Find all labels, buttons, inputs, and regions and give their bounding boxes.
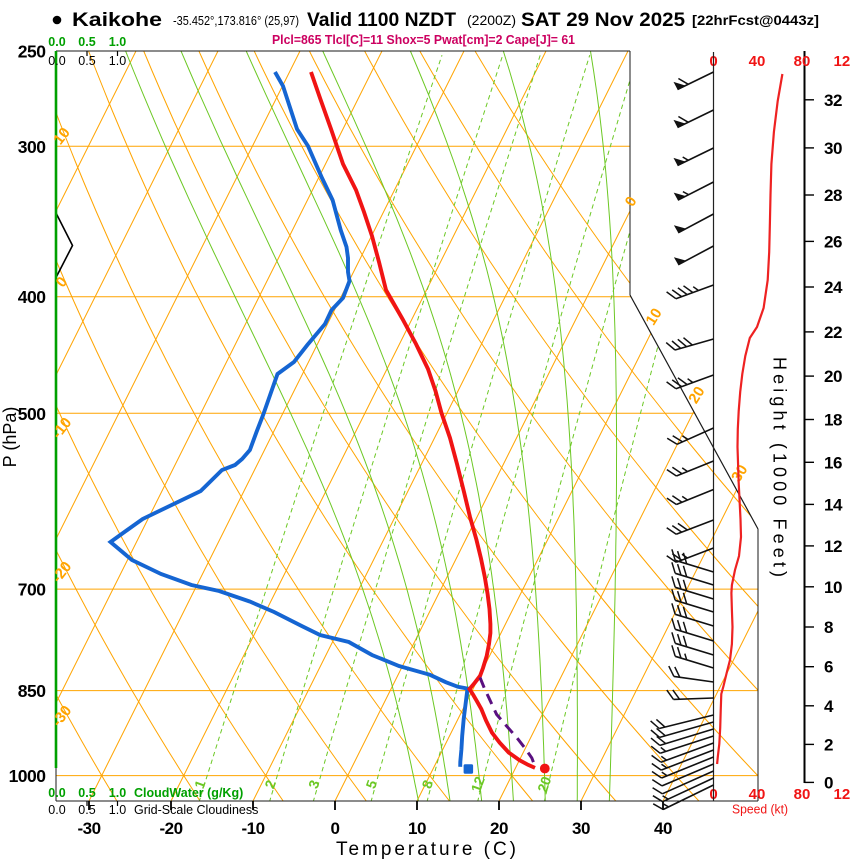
svg-text:0: 0: [331, 819, 340, 838]
svg-text:300: 300: [18, 137, 46, 157]
svg-text:0.0: 0.0: [48, 54, 65, 68]
svg-text:40: 40: [749, 53, 766, 70]
svg-text:12: 12: [468, 774, 488, 794]
svg-text:40: 40: [654, 819, 672, 838]
svg-text:10: 10: [642, 305, 665, 328]
svg-text:12: 12: [824, 537, 842, 556]
svg-text:SAT 29 Nov 2025: SAT 29 Nov 2025: [521, 10, 685, 31]
svg-text:(2200Z): (2200Z): [467, 12, 516, 28]
svg-text:80: 80: [794, 786, 811, 803]
svg-text:10: 10: [824, 578, 842, 597]
svg-text:32: 32: [824, 91, 842, 110]
svg-text:CloudWater (g/Kg): CloudWater (g/Kg): [134, 786, 243, 800]
svg-text:1.0: 1.0: [109, 786, 126, 800]
svg-text:P (hPa): P (hPa): [0, 407, 20, 468]
svg-text:10: 10: [408, 819, 426, 838]
svg-text:Height (1000 Feet): Height (1000 Feet): [770, 357, 790, 577]
svg-text:Kaikohe: Kaikohe: [72, 10, 162, 31]
svg-text:40: 40: [749, 786, 766, 803]
svg-text:16: 16: [824, 453, 842, 472]
svg-text:20: 20: [534, 774, 554, 794]
svg-text:1.0: 1.0: [109, 54, 126, 68]
svg-text:-10: -10: [241, 819, 264, 838]
svg-text:30: 30: [572, 819, 590, 838]
svg-text:Grid-Scale Cloudiness: Grid-Scale Cloudiness: [134, 803, 258, 817]
svg-text:[22hrFcst@0443z]: [22hrFcst@0443z]: [692, 13, 819, 28]
svg-text:22: 22: [824, 323, 842, 342]
svg-text:0.5: 0.5: [78, 786, 95, 800]
svg-text:-35.452°,173.816° (25,97): -35.452°,173.816° (25,97): [173, 14, 299, 28]
svg-text:250: 250: [18, 42, 46, 62]
svg-text:400: 400: [18, 287, 46, 307]
svg-text:26: 26: [824, 232, 842, 251]
svg-text:Plcl=865 Tlcl[C]=11 Shox=5 Pwa: Plcl=865 Tlcl[C]=11 Shox=5 Pwat[cm]=2 Ca…: [272, 33, 575, 47]
svg-text:6: 6: [824, 658, 833, 677]
svg-text:0.5: 0.5: [78, 803, 95, 817]
svg-text:20: 20: [490, 819, 508, 838]
svg-text:0.5: 0.5: [78, 54, 95, 68]
svg-text:700: 700: [18, 580, 46, 600]
svg-text:-20: -20: [159, 819, 182, 838]
svg-text:80: 80: [794, 53, 811, 70]
svg-text:0.0: 0.0: [48, 786, 65, 800]
svg-text:28: 28: [824, 186, 842, 205]
svg-text:120: 120: [833, 786, 850, 803]
svg-text:850: 850: [18, 681, 46, 701]
svg-text:8: 8: [824, 618, 833, 637]
svg-text:500: 500: [18, 404, 46, 424]
svg-text:18: 18: [824, 411, 842, 430]
svg-text:0.0: 0.0: [48, 35, 65, 49]
svg-text:1.0: 1.0: [109, 35, 126, 49]
svg-text:24: 24: [824, 278, 843, 297]
svg-text:1000: 1000: [9, 766, 47, 786]
svg-text:Speed (kt): Speed (kt): [732, 803, 788, 817]
svg-text:Temperature (C): Temperature (C): [336, 839, 516, 860]
svg-text:0.0: 0.0: [48, 803, 65, 817]
svg-text:120: 120: [833, 53, 850, 70]
svg-text:1.0: 1.0: [109, 803, 126, 817]
svg-text:Valid 1100 NZDT: Valid 1100 NZDT: [307, 10, 456, 31]
svg-text:30: 30: [824, 139, 842, 158]
svg-text:30: 30: [728, 462, 751, 485]
svg-text:0: 0: [824, 773, 833, 792]
svg-text:10: 10: [50, 124, 74, 148]
svg-text:14: 14: [824, 495, 843, 514]
svg-text:-30: -30: [77, 819, 100, 838]
svg-text:20: 20: [824, 367, 842, 386]
svg-text:0.5: 0.5: [78, 35, 95, 49]
svg-text:4: 4: [824, 697, 834, 716]
svg-text:2: 2: [824, 735, 833, 754]
svg-text:20: 20: [685, 384, 708, 407]
